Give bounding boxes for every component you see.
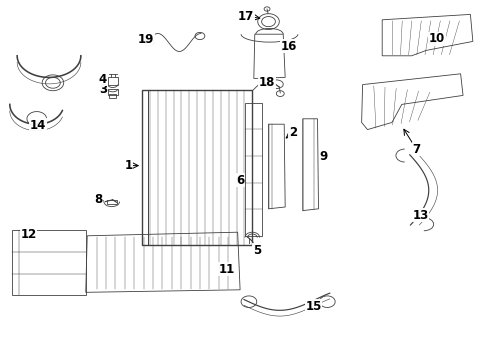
- Text: 4: 4: [99, 73, 107, 86]
- Text: 12: 12: [20, 228, 37, 241]
- Text: 13: 13: [412, 209, 429, 222]
- Text: 9: 9: [319, 150, 327, 163]
- Text: 6: 6: [236, 174, 244, 186]
- Text: 3: 3: [99, 83, 107, 96]
- Bar: [107, 200, 117, 204]
- Text: 7: 7: [413, 143, 420, 156]
- Bar: [142, 90, 148, 245]
- Text: 5: 5: [253, 244, 261, 257]
- Text: 15: 15: [305, 300, 322, 312]
- Bar: [108, 77, 118, 85]
- Text: 10: 10: [429, 32, 445, 45]
- Text: 8: 8: [94, 193, 102, 206]
- Text: 17: 17: [238, 10, 254, 23]
- Text: 16: 16: [281, 40, 297, 53]
- Text: 1: 1: [124, 159, 132, 172]
- Text: 11: 11: [218, 263, 235, 276]
- Text: 14: 14: [30, 119, 47, 132]
- Text: 19: 19: [138, 33, 154, 46]
- Text: 18: 18: [259, 76, 275, 89]
- Bar: [109, 94, 116, 98]
- Text: 2: 2: [289, 126, 297, 139]
- Bar: [108, 89, 118, 95]
